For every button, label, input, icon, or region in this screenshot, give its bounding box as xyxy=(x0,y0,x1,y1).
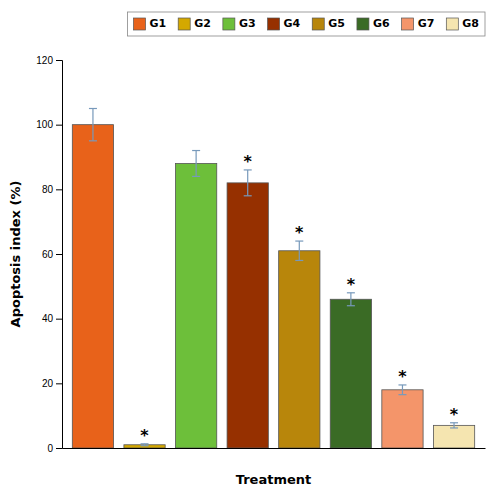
y-tick-mark xyxy=(56,254,62,255)
error-bar-cap xyxy=(398,394,406,395)
y-tick: 0 xyxy=(47,443,62,454)
x-axis-line xyxy=(63,448,486,449)
error-bar xyxy=(192,151,200,177)
legend-swatch xyxy=(357,18,369,30)
bar xyxy=(72,125,113,448)
bar xyxy=(382,390,423,448)
y-tick: 100 xyxy=(36,119,62,130)
legend-swatch xyxy=(134,18,146,30)
error-bar-cap xyxy=(192,176,200,177)
legend-item: G6 xyxy=(357,17,390,30)
y-tick-mark xyxy=(56,60,62,61)
annotation: * xyxy=(450,405,459,424)
bar xyxy=(124,445,165,448)
y-tick: 20 xyxy=(42,378,62,389)
y-tick: 40 xyxy=(42,313,62,324)
error-bar xyxy=(295,241,303,260)
annotation: * xyxy=(347,275,356,294)
y-tick: 120 xyxy=(36,55,62,66)
y-axis: 0 20 40 60 80 100 120 xyxy=(36,55,62,454)
error-bar-cap xyxy=(450,427,458,428)
error-bar xyxy=(89,109,97,141)
error-bar-stem xyxy=(92,109,93,141)
legend-label: G8 xyxy=(462,17,479,30)
error-bar xyxy=(244,170,252,196)
bar xyxy=(433,425,474,448)
y-axis-line xyxy=(56,61,63,449)
bar xyxy=(279,251,320,448)
legend-label: G6 xyxy=(373,17,390,30)
legend: G1 G2 G3 G4 G5 G6 G7 G8 xyxy=(128,12,486,36)
legend-frame xyxy=(128,12,486,36)
error-bar-cap xyxy=(295,260,303,261)
y-tick: 80 xyxy=(42,184,62,195)
y-tick-label: 60 xyxy=(42,249,54,260)
plot: 0 20 40 60 80 100 120 * * * * * * xyxy=(36,55,485,454)
error-bar-cap xyxy=(347,305,355,306)
legend-label: G7 xyxy=(418,17,435,30)
error-bar-cap xyxy=(192,150,200,151)
y-tick-label: 20 xyxy=(42,378,54,389)
y-tick-mark xyxy=(56,125,62,126)
error-bar-stem xyxy=(402,385,403,395)
legend-swatch xyxy=(178,18,190,30)
legend-label: G2 xyxy=(194,17,211,30)
legend-item: G3 xyxy=(223,17,256,30)
legend-swatch xyxy=(223,18,235,30)
legend-swatch xyxy=(402,18,414,30)
legend-item: G4 xyxy=(268,17,301,30)
y-tick-label: 0 xyxy=(47,443,53,454)
legend-label: G5 xyxy=(328,17,345,30)
error-bar-cap xyxy=(89,140,97,141)
y-tick-label: 40 xyxy=(42,313,54,324)
y-tick-mark xyxy=(56,383,62,384)
legend-swatch xyxy=(268,18,280,30)
y-tick-label: 100 xyxy=(36,119,53,130)
annotation: * xyxy=(295,223,304,242)
y-axis-title: Apoptosis index (%) xyxy=(8,181,23,328)
annotation: * xyxy=(398,367,407,386)
legend-item: G1 xyxy=(134,17,167,30)
legend-swatch xyxy=(446,18,458,30)
error-bar-cap xyxy=(141,445,149,446)
x-axis-title: Treatment xyxy=(236,472,312,487)
legend-item: G7 xyxy=(402,17,435,30)
y-tick-mark xyxy=(56,189,62,190)
legend-item: G2 xyxy=(178,17,211,30)
legend-swatch xyxy=(312,18,324,30)
legend-item: G8 xyxy=(446,17,479,30)
y-tick-label: 120 xyxy=(36,55,53,66)
chart: 0 20 40 60 80 100 120 * * * * * * Treatment Apoptosis … xyxy=(0,0,500,496)
legend-label: G3 xyxy=(239,17,256,30)
annotation: * xyxy=(140,426,149,445)
bar xyxy=(330,299,371,448)
error-bar xyxy=(347,293,355,306)
error-bar-stem xyxy=(196,151,197,177)
error-bar-stem xyxy=(247,170,248,196)
y-tick-mark xyxy=(56,448,62,449)
y-tick-label: 80 xyxy=(42,184,54,195)
bar xyxy=(227,183,268,448)
error-bar-stem xyxy=(299,241,300,260)
legend-label: G4 xyxy=(284,17,301,30)
x-axis xyxy=(63,448,486,449)
error-bar-stem xyxy=(350,293,351,306)
bar xyxy=(175,163,216,448)
legend-label: G1 xyxy=(150,17,167,30)
annotation: * xyxy=(244,152,253,171)
legend-item: G5 xyxy=(312,17,345,30)
error-bar-cap xyxy=(89,108,97,109)
y-tick: 60 xyxy=(42,249,62,260)
y-tick-mark xyxy=(56,319,62,320)
error-bar xyxy=(398,385,406,395)
error-bar-cap xyxy=(244,195,252,196)
marks xyxy=(72,109,474,449)
